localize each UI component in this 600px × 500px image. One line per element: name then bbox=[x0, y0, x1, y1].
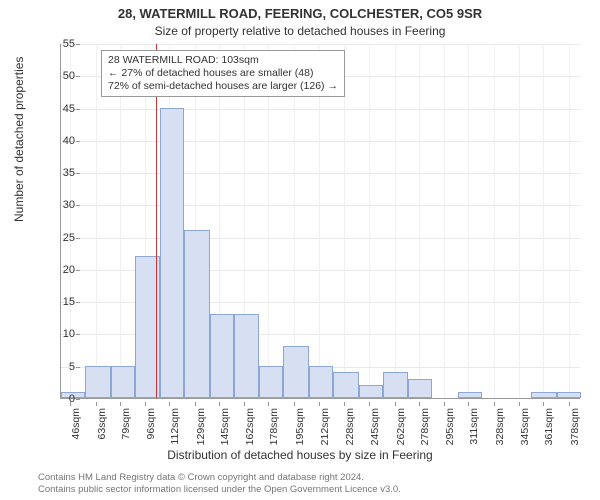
histogram-bar bbox=[259, 366, 283, 398]
histogram-bar bbox=[184, 230, 210, 398]
gridline-h bbox=[61, 44, 580, 45]
gridline-h bbox=[61, 205, 580, 206]
histogram-bar bbox=[531, 392, 557, 398]
gridline-v bbox=[519, 44, 520, 398]
x-tick-label: 63sqm bbox=[96, 408, 108, 440]
gridline-v bbox=[543, 44, 544, 398]
y-tick: 35 bbox=[45, 167, 75, 179]
footer-line-1: Contains HM Land Registry data © Crown c… bbox=[38, 472, 401, 484]
chart-title: 28, WATERMILL ROAD, FEERING, COLCHESTER,… bbox=[0, 6, 600, 21]
gridline-h bbox=[61, 141, 580, 142]
x-tick-label: 311sqm bbox=[468, 408, 480, 445]
histogram-bar bbox=[111, 366, 135, 398]
y-tick: 0 bbox=[45, 393, 75, 405]
histogram-bar bbox=[458, 392, 482, 398]
y-tick: 55 bbox=[45, 38, 75, 50]
x-tick-label: 378sqm bbox=[569, 408, 581, 445]
x-tick-label: 228sqm bbox=[344, 408, 356, 445]
gridline-v bbox=[395, 44, 396, 398]
annotation-box: 28 WATERMILL ROAD: 103sqm← 27% of detach… bbox=[101, 50, 345, 97]
gridline-h bbox=[61, 238, 580, 239]
footer-attribution: Contains HM Land Registry data © Crown c… bbox=[38, 472, 401, 496]
histogram-bar bbox=[210, 314, 234, 398]
x-tick-label: 328sqm bbox=[494, 408, 506, 445]
y-tick: 15 bbox=[45, 296, 75, 308]
x-tick-label: 361sqm bbox=[543, 408, 555, 445]
chart-subtitle: Size of property relative to detached ho… bbox=[0, 24, 600, 38]
x-tick-label: 112sqm bbox=[169, 408, 181, 445]
y-tick: 40 bbox=[45, 135, 75, 147]
y-tick: 45 bbox=[45, 103, 75, 115]
histogram-bar bbox=[557, 392, 581, 398]
histogram-bar bbox=[359, 385, 383, 398]
y-tick: 10 bbox=[45, 328, 75, 340]
gridline-v bbox=[569, 44, 570, 398]
histogram-bar bbox=[234, 314, 260, 398]
x-tick-label: 129sqm bbox=[195, 408, 207, 445]
y-tick: 5 bbox=[45, 361, 75, 373]
x-tick-label: 145sqm bbox=[219, 408, 231, 445]
x-tick-label: 178sqm bbox=[268, 408, 280, 445]
plot-area: 46sqm63sqm79sqm96sqm112sqm129sqm145sqm16… bbox=[60, 44, 580, 399]
x-tick-label: 262sqm bbox=[395, 408, 407, 445]
gridline-v bbox=[369, 44, 370, 398]
gridline-v bbox=[419, 44, 420, 398]
gridline-h bbox=[61, 173, 580, 174]
footer-line-2: Contains public sector information licen… bbox=[38, 484, 401, 496]
x-tick-label: 79sqm bbox=[120, 408, 132, 440]
x-tick-label: 46sqm bbox=[70, 408, 82, 440]
gridline-v bbox=[468, 44, 469, 398]
gridline-v bbox=[494, 44, 495, 398]
histogram-bar bbox=[333, 372, 359, 398]
histogram-bar bbox=[383, 372, 409, 398]
x-tick-label: 162sqm bbox=[244, 408, 256, 445]
histogram-bar bbox=[283, 346, 309, 398]
x-tick-label: 278sqm bbox=[419, 408, 431, 445]
y-tick: 25 bbox=[45, 232, 75, 244]
y-tick: 50 bbox=[45, 70, 75, 82]
x-tick-label: 96sqm bbox=[145, 408, 157, 440]
y-tick: 30 bbox=[45, 199, 75, 211]
gridline-v bbox=[96, 44, 97, 398]
gridline-v bbox=[444, 44, 445, 398]
x-tick-label: 345sqm bbox=[519, 408, 531, 445]
annotation-line: ← 27% of detached houses are smaller (48… bbox=[108, 67, 338, 80]
histogram-bar bbox=[160, 108, 184, 398]
histogram-bar bbox=[85, 366, 111, 398]
histogram-bar bbox=[408, 379, 432, 398]
x-tick-label: 245sqm bbox=[369, 408, 381, 445]
gridline-v bbox=[70, 44, 71, 398]
x-tick-label: 212sqm bbox=[319, 408, 331, 445]
annotation-line: 28 WATERMILL ROAD: 103sqm bbox=[108, 54, 338, 67]
chart-container: 28, WATERMILL ROAD, FEERING, COLCHESTER,… bbox=[0, 0, 600, 500]
y-tick: 20 bbox=[45, 264, 75, 276]
x-axis-label: Distribution of detached houses by size … bbox=[0, 448, 600, 462]
x-tick-label: 295sqm bbox=[444, 408, 456, 445]
gridline-h bbox=[61, 109, 580, 110]
histogram-bar bbox=[309, 366, 333, 398]
annotation-line: 72% of semi-detached houses are larger (… bbox=[108, 80, 338, 93]
y-axis-label: Number of detached properties bbox=[12, 57, 26, 222]
x-tick-label: 195sqm bbox=[294, 408, 306, 445]
